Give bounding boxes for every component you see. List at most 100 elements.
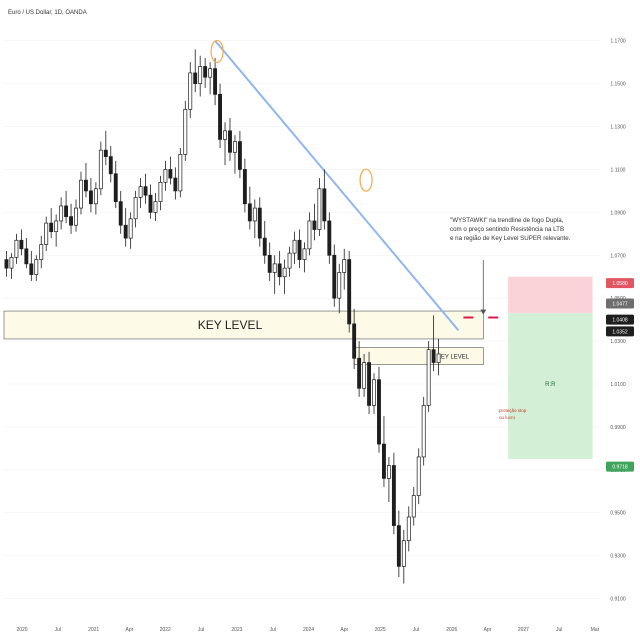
candle-body (282, 267, 287, 278)
candle-body (103, 149, 108, 157)
y-axis-tick-label: 0.9100 (610, 597, 626, 603)
candle-body (317, 188, 322, 230)
x-axis-tick-label: 2020 (16, 627, 27, 633)
y-axis-tick-label: 1.0300 (610, 339, 626, 345)
candle-body (143, 186, 148, 196)
candle-body (272, 263, 277, 273)
candle-body (39, 244, 44, 260)
candle-body (64, 205, 69, 218)
price-tag-box (606, 326, 634, 337)
candle-body (426, 349, 431, 406)
candle-body (347, 259, 352, 325)
candle-body (382, 443, 386, 479)
price-tag-label: 1.0408 (612, 318, 628, 324)
x-axis-tick-label: 2027 (518, 627, 529, 633)
candle-body (396, 525, 401, 567)
x-axis-tick-label: Jul (413, 627, 419, 633)
candle-body (262, 237, 267, 256)
key-level-zone (3, 310, 484, 340)
candle-body (237, 141, 242, 170)
candle-body (421, 405, 426, 458)
candle-body (391, 465, 396, 526)
candle-body (54, 220, 59, 233)
candle-body (287, 252, 292, 269)
candle-body (163, 169, 168, 183)
candle-body (34, 259, 39, 275)
candle-body (312, 220, 317, 230)
x-axis-tick-label: Jul (556, 627, 562, 633)
x-axis-tick-label: 2026 (446, 627, 457, 633)
candle-body (411, 495, 416, 518)
touch-point-marker (359, 168, 373, 192)
annotation-arrow-head (480, 309, 487, 315)
x-axis-tick-label: Jul (198, 627, 204, 633)
candle-body (228, 130, 232, 153)
touch-point-marker (210, 39, 224, 64)
candle-body (108, 156, 113, 175)
candle-body (198, 66, 203, 84)
candle-body (297, 239, 302, 260)
y-axis-tick-label: 0.9300 (610, 554, 626, 560)
x-axis-tick-label: 2022 (160, 627, 171, 633)
candle-body (372, 379, 376, 406)
y-axis-tick-label: 1.1300 (610, 125, 626, 131)
key-level-label: KEY LEVEL (198, 318, 263, 332)
descending-trendline (214, 40, 460, 332)
candle-body (247, 203, 252, 222)
x-axis-tick-label: Apr (484, 627, 492, 633)
candle-body (292, 239, 297, 254)
price-tag-label: 1.0352 (612, 329, 628, 335)
x-axis-tick-label: 2021 (88, 627, 99, 633)
candle-body (69, 216, 73, 226)
candle-body (49, 222, 54, 233)
chart-header-symbol: Euro / US Dollar, 1D, OANDA (8, 10, 87, 16)
key-level-label: KEY LEVEL (437, 355, 470, 361)
candle-body (93, 188, 98, 205)
candle-body (213, 68, 218, 95)
candle-body (337, 272, 342, 299)
candle-body (218, 94, 222, 140)
candle-body (302, 248, 307, 260)
candle-body (307, 220, 312, 250)
candle-body (362, 362, 367, 389)
x-axis-tick-label: 2025 (375, 627, 386, 633)
candle-body (416, 456, 421, 496)
candle-body (203, 66, 208, 78)
candle-body (158, 181, 163, 202)
x-axis-tick-label: Mar (591, 627, 600, 633)
price-tag-box (606, 298, 634, 309)
candle-body (178, 154, 183, 192)
candle-body (168, 169, 173, 179)
candle-body (128, 218, 133, 239)
candle-body (436, 353, 441, 363)
y-axis-tick-label: 1.0100 (610, 382, 626, 388)
candle-body (4, 259, 9, 269)
x-axis-tick-label: Jul (55, 627, 61, 633)
annotation-text-line: com o preço sentindo Resistência na LTB (450, 226, 564, 233)
candle-body (84, 179, 88, 192)
candle-body (188, 72, 193, 110)
candle-body (98, 149, 103, 190)
candle-body (138, 186, 143, 198)
candle-body (24, 248, 29, 265)
candle-body (431, 349, 436, 363)
candle-body (386, 465, 391, 479)
candle-body (277, 263, 282, 278)
y-axis-tick-label: 0.9900 (610, 425, 626, 431)
candle-body (173, 177, 178, 192)
x-axis-tick-label: Jul (269, 627, 275, 633)
y-axis-tick-label: 1.1700 (610, 39, 626, 45)
price-tag-label: 1.0580 (612, 281, 628, 287)
candle-body (74, 207, 78, 226)
y-axis-tick-label: 1.1100 (611, 167, 626, 173)
candle-body (44, 222, 49, 245)
candle-body (401, 540, 406, 567)
y-axis-tick-label: 1.0700 (610, 253, 626, 259)
candle-body (14, 239, 19, 258)
candle-body (322, 188, 327, 222)
candle-body (133, 196, 138, 220)
candle-body (367, 362, 371, 406)
position-ratio-label: R:R (545, 382, 556, 388)
x-axis-tick-label: Apr (340, 627, 348, 633)
